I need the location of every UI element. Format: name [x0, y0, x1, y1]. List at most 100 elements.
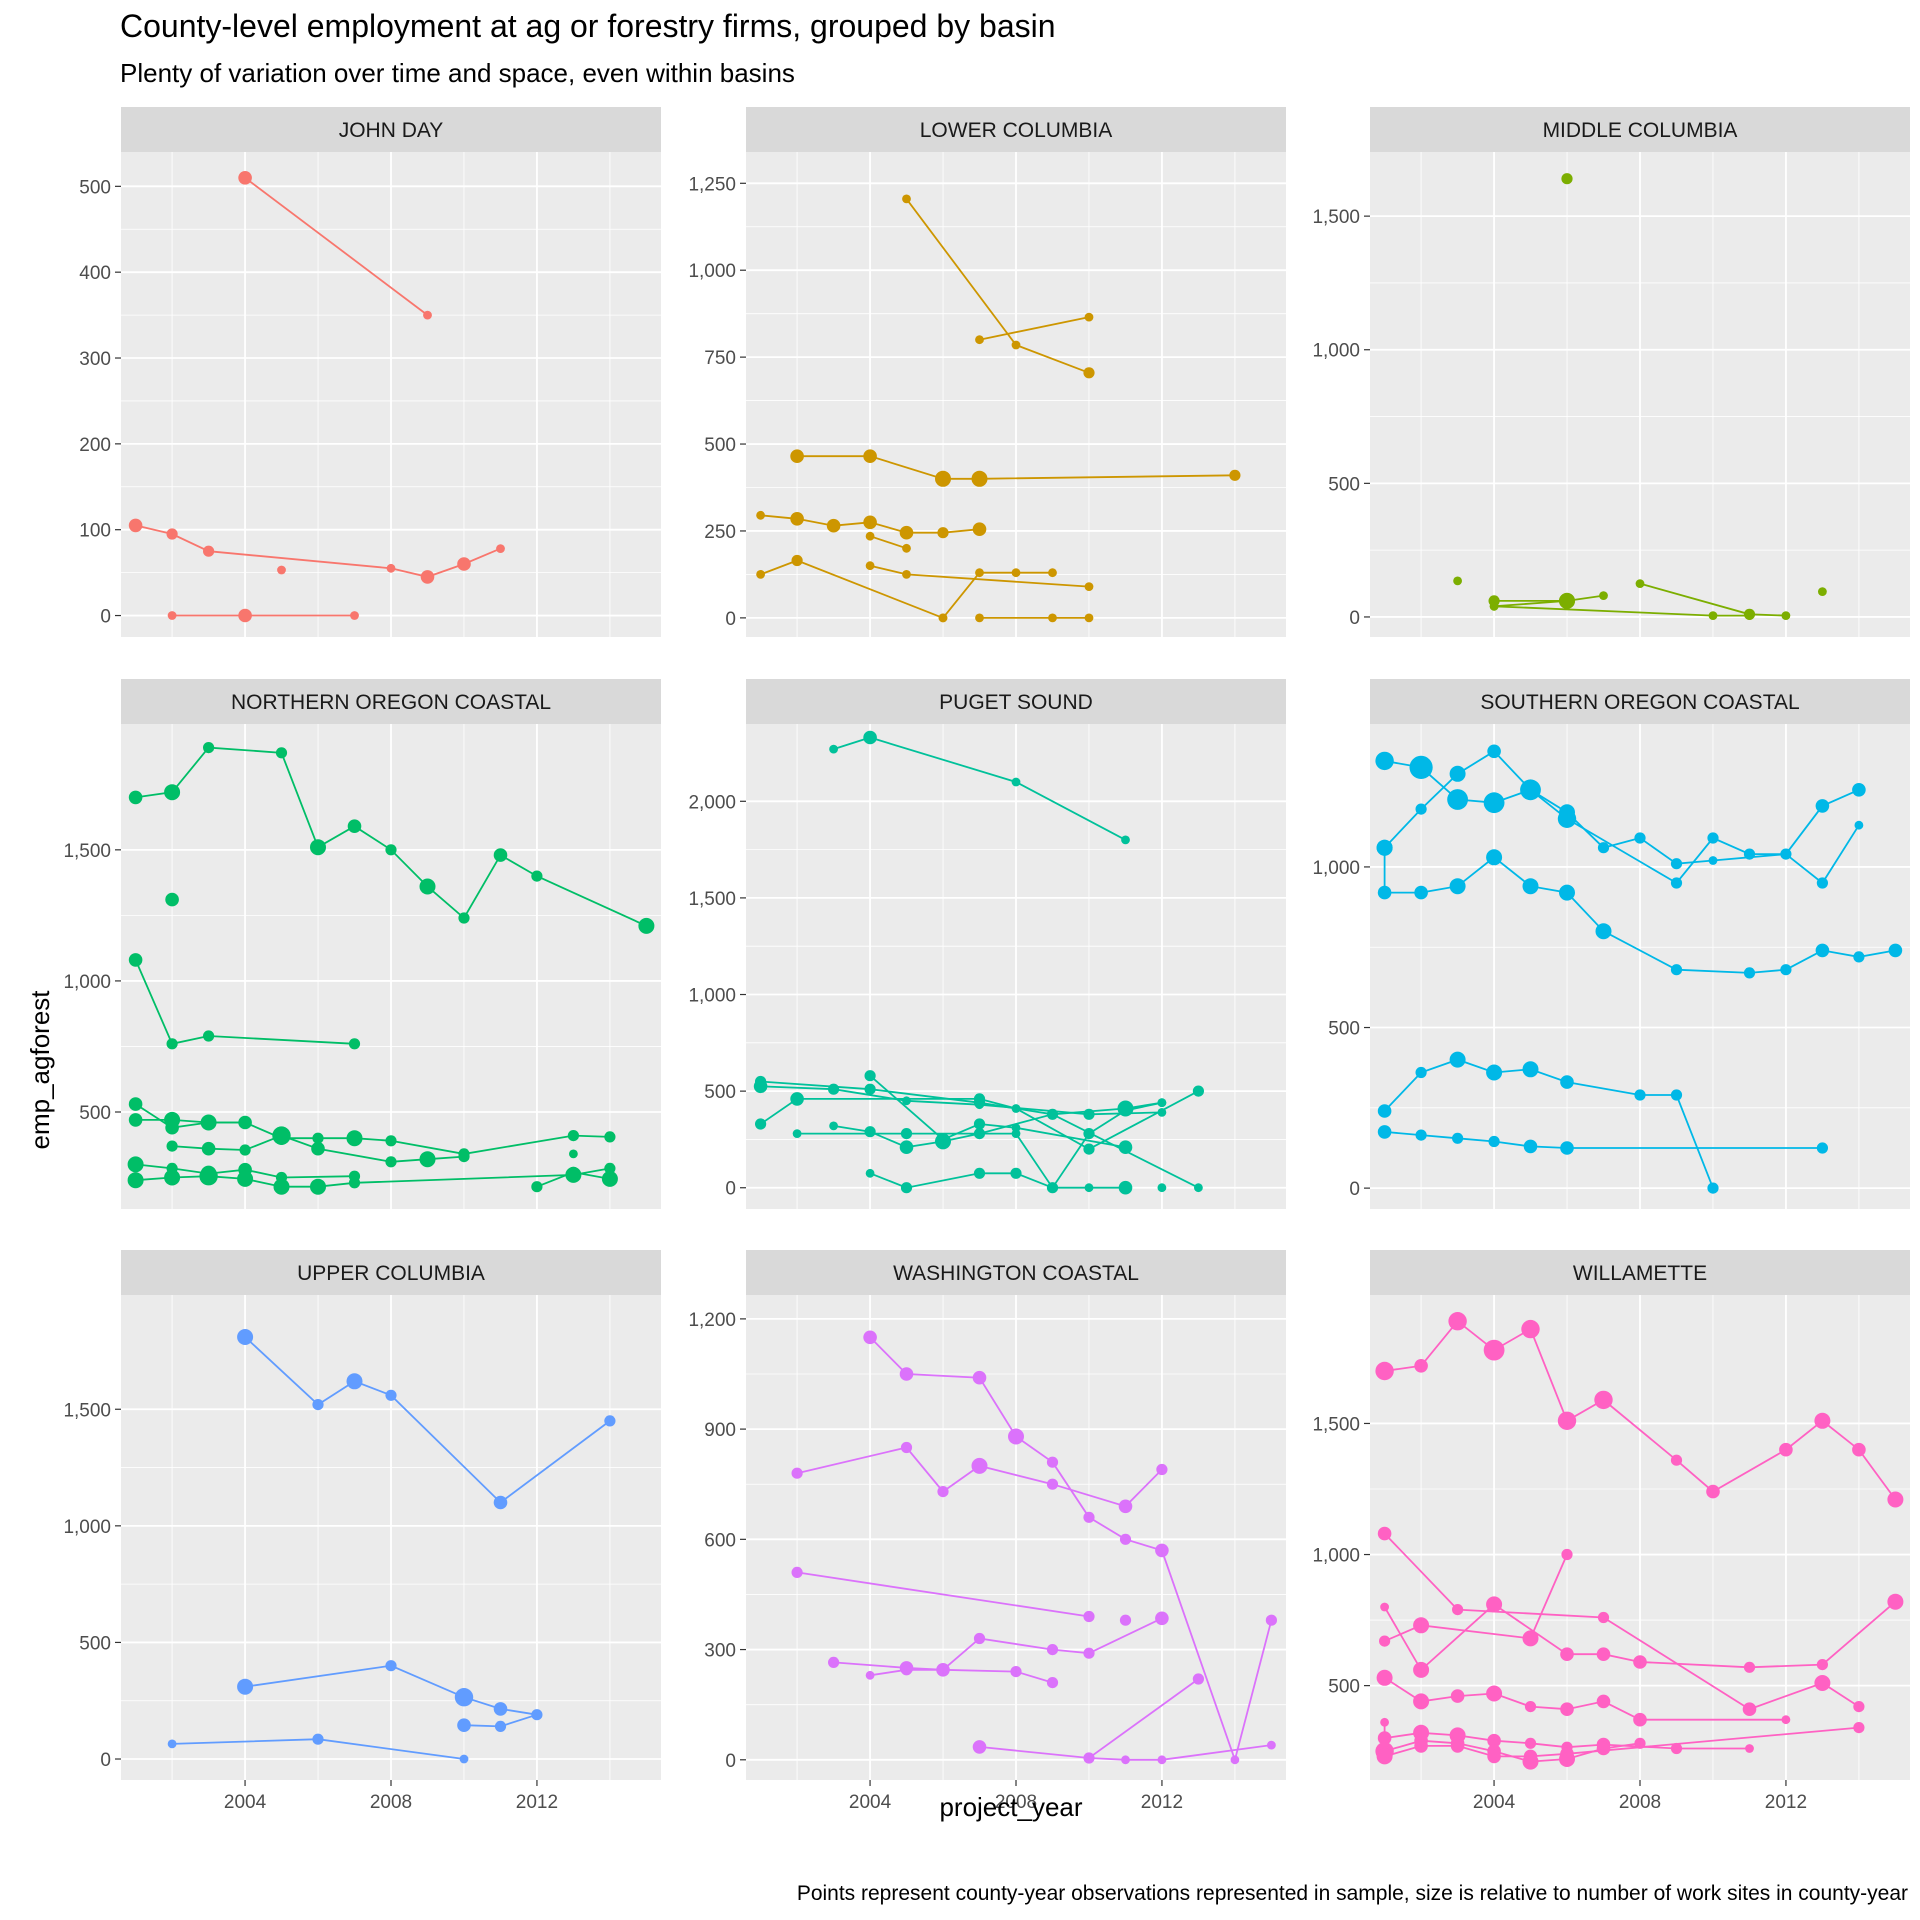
data-point [1599, 591, 1608, 600]
y-tick-label: 1,000 [1312, 1546, 1360, 1567]
y-tick-label: 1,500 [688, 889, 736, 910]
data-point [1707, 1182, 1719, 1194]
data-point [973, 1118, 986, 1130]
data-point [1157, 1183, 1167, 1193]
data-point [1084, 312, 1094, 322]
data-point [973, 1167, 986, 1179]
data-point [312, 1132, 324, 1144]
data-point [1635, 579, 1645, 588]
data-point [791, 1467, 803, 1479]
data-point [604, 1415, 616, 1427]
data-point [792, 1129, 802, 1138]
data-point [826, 518, 841, 533]
y-tick-label: 0 [725, 1751, 736, 1772]
data-point [1380, 1602, 1389, 1612]
data-point [1377, 1526, 1392, 1541]
data-point [1083, 1610, 1095, 1623]
data-point [790, 1092, 804, 1106]
data-point [128, 790, 143, 805]
data-point [972, 522, 987, 536]
data-point [312, 1733, 324, 1745]
data-point [1376, 1748, 1393, 1765]
data-point [865, 1168, 875, 1178]
data-point [1048, 568, 1057, 578]
data-point [1155, 1611, 1169, 1626]
data-point [385, 1660, 397, 1672]
y-tick-label: 400 [79, 263, 111, 284]
data-point [310, 839, 326, 856]
data-point [900, 1182, 913, 1194]
data-point [1157, 1098, 1167, 1108]
data-point [346, 1130, 363, 1147]
data-point [1816, 1142, 1828, 1154]
data-point [346, 1373, 363, 1390]
data-point [1887, 1593, 1904, 1610]
data-point [1447, 789, 1468, 810]
data-point [1887, 1491, 1904, 1508]
data-point [1194, 1183, 1203, 1193]
data-point [1781, 849, 1791, 859]
data-point [1633, 1712, 1647, 1727]
data-point [1376, 1669, 1393, 1686]
data-point [900, 1128, 913, 1140]
facet-strip [746, 107, 1286, 152]
x-tick-label: 2008 [995, 1792, 1037, 1813]
data-point [1452, 1132, 1464, 1144]
series-line [244, 1336, 611, 1504]
data-point [312, 1399, 324, 1411]
data-point [1118, 1499, 1133, 1514]
data-point [201, 1141, 216, 1156]
data-point [347, 819, 362, 833]
facet-strip-label: UPPER COLUMBIA [297, 1262, 485, 1285]
data-point [902, 570, 911, 579]
data-point [972, 1370, 987, 1385]
data-point [1230, 1755, 1240, 1765]
data-point [863, 449, 877, 464]
series-line [942, 571, 1053, 619]
data-point [1377, 885, 1392, 900]
y-tick-label: 500 [79, 1633, 111, 1654]
data-point [1046, 1478, 1059, 1490]
data-point [1156, 1463, 1168, 1476]
data-point [1048, 1109, 1057, 1119]
data-point [238, 171, 252, 185]
data-point [1742, 1702, 1757, 1716]
y-tick-label: 200 [79, 435, 111, 456]
data-point [1745, 611, 1754, 620]
y-tick-label: 900 [704, 1420, 736, 1441]
data-point [829, 744, 838, 754]
data-point [1781, 1715, 1791, 1725]
data-point [1046, 1677, 1059, 1689]
data-point [569, 1149, 578, 1159]
data-point [493, 1495, 508, 1510]
data-point [938, 613, 948, 623]
data-point [935, 470, 951, 487]
data-point [1779, 1442, 1793, 1457]
data-point [1119, 1614, 1132, 1626]
data-point [1524, 1701, 1537, 1713]
facet-strip [1370, 1250, 1910, 1295]
data-point [1487, 1733, 1501, 1748]
data-point [791, 1566, 803, 1578]
series-line [760, 1090, 1199, 1151]
data-point [420, 570, 435, 584]
data-point [1814, 1412, 1831, 1429]
data-point [1743, 1661, 1756, 1673]
data-point [457, 1718, 471, 1732]
x-tick-label: 2004 [1473, 1792, 1516, 1813]
data-point [1083, 1511, 1095, 1523]
data-point [1380, 1717, 1389, 1727]
data-point [756, 510, 765, 520]
data-point [454, 1688, 474, 1707]
series-line [135, 746, 647, 927]
data-point [458, 912, 470, 924]
facet-strip [1370, 679, 1910, 724]
facet-strip-label: JOHN DAY [339, 119, 444, 142]
facet-strip-label: WILLAMETTE [1573, 1262, 1707, 1285]
data-point [1048, 1183, 1057, 1193]
data-point [1375, 751, 1394, 771]
data-point [1560, 1702, 1574, 1716]
data-point [1011, 1104, 1021, 1113]
y-tick-label: 1,000 [63, 972, 111, 993]
x-tick-label: 2008 [1619, 1792, 1661, 1813]
